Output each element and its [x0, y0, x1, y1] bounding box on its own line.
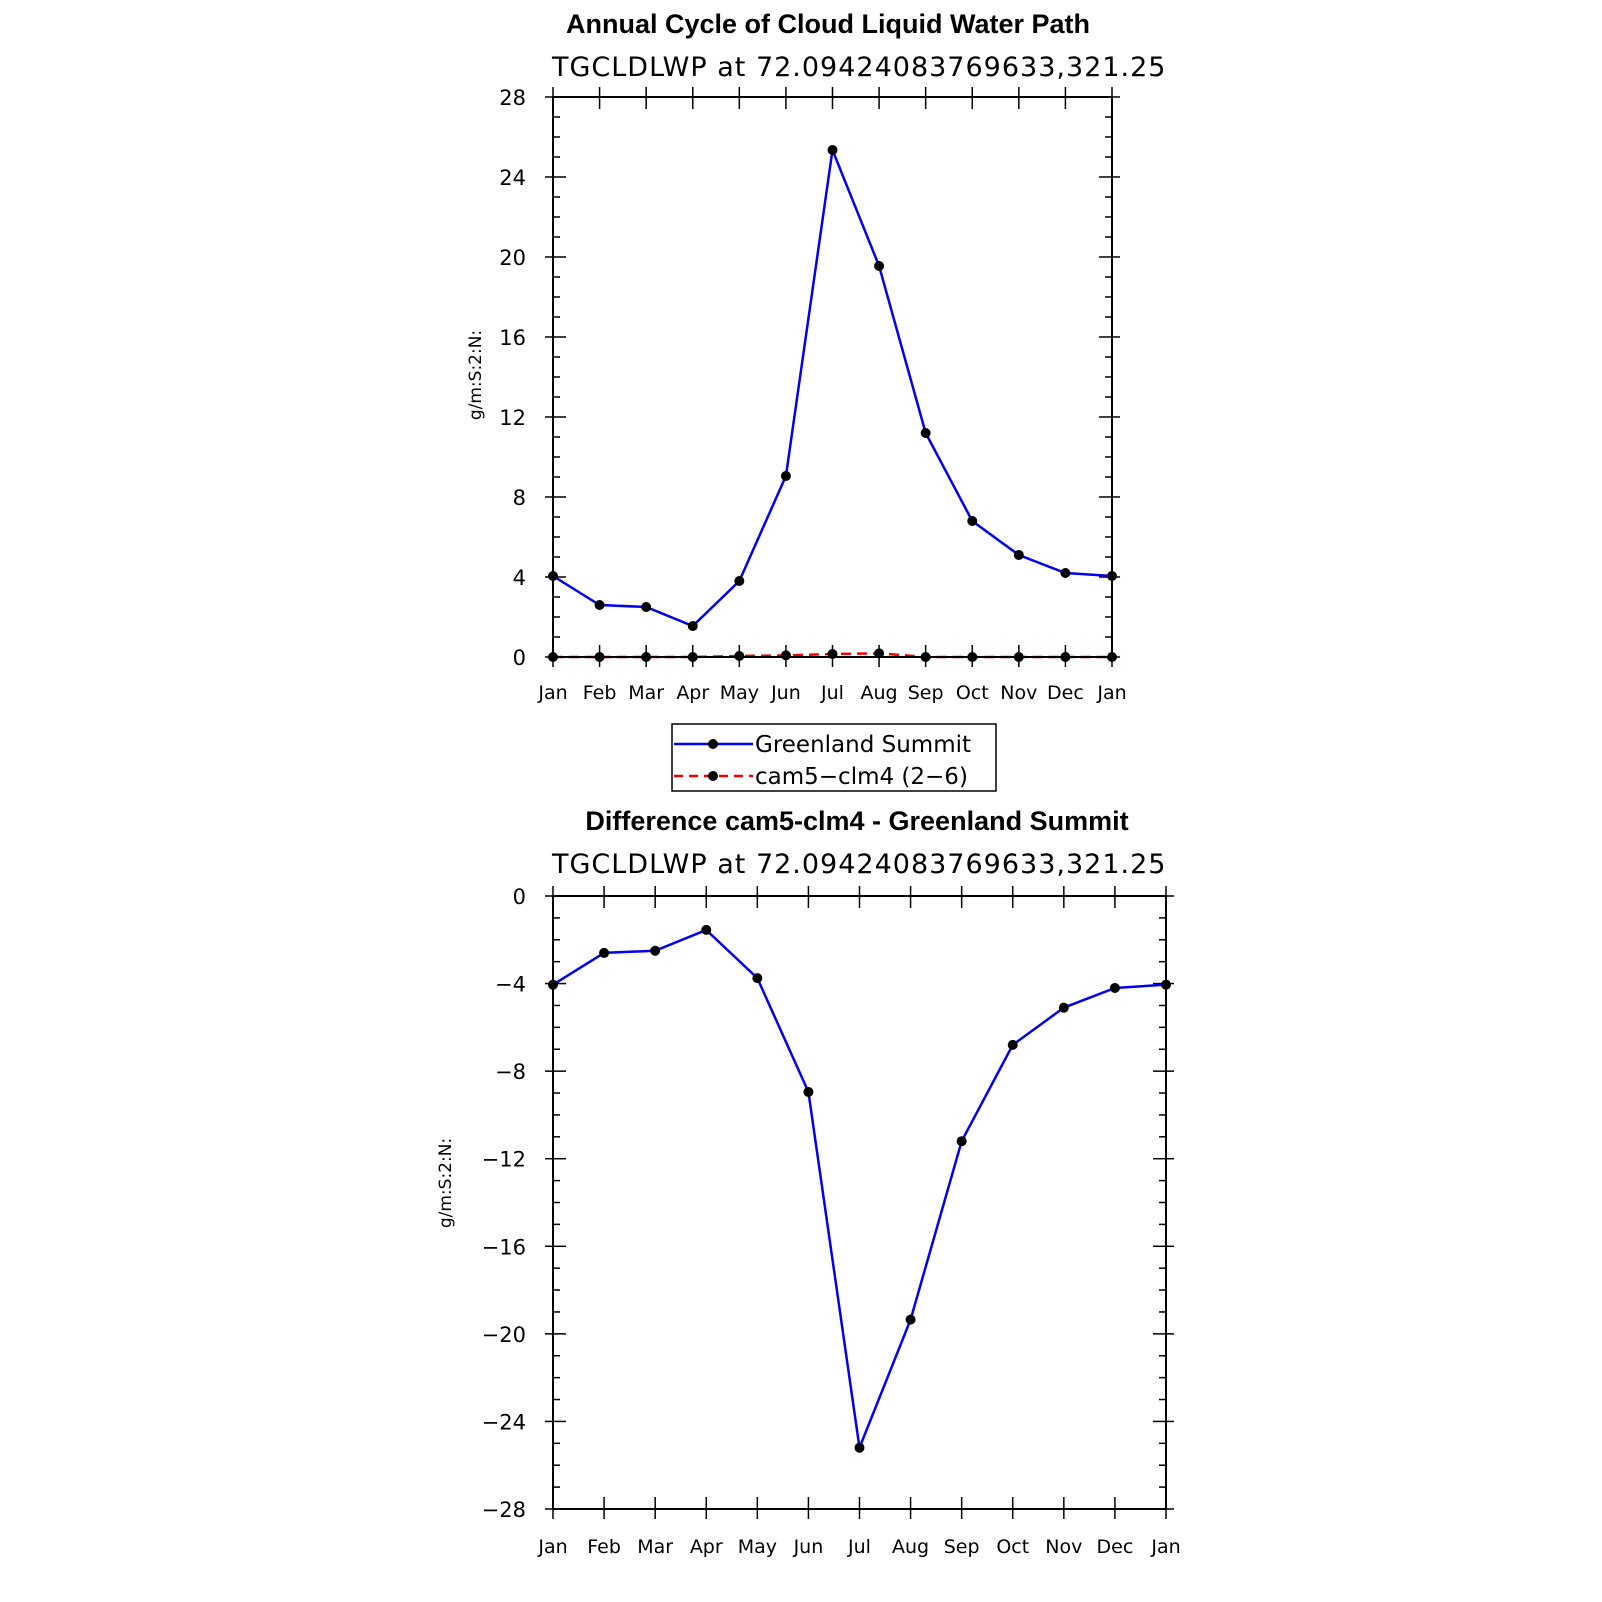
data-point: [854, 1442, 865, 1453]
x-tick-label: Jan: [537, 682, 567, 704]
data-point: [920, 428, 931, 438]
y-tick-label: −28: [482, 1498, 526, 1522]
data-point: [734, 576, 745, 586]
x-tick-label: May: [738, 1536, 777, 1558]
x-tick-label: Sep: [944, 1536, 980, 1558]
x-tick-label: Jun: [770, 682, 801, 704]
legend-marker-cam5-clm4: [708, 771, 718, 781]
y-tick-label: 12: [499, 406, 526, 430]
y-tick-label: −16: [482, 1235, 526, 1259]
x-tick-label: Jan: [1096, 682, 1126, 704]
data-point: [1007, 1039, 1018, 1050]
chart-subtitle: TGCLDLWP at 72.09424083769633,321.25: [551, 849, 1166, 880]
data-point: [650, 945, 661, 956]
y-tick-label: 0: [513, 885, 526, 909]
x-tick-label: Feb: [587, 1536, 621, 1558]
data-point: [1058, 1002, 1069, 1013]
axes-ticks: [545, 886, 1174, 1519]
data-point: [1060, 568, 1071, 578]
x-tick-label: Nov: [1000, 682, 1037, 704]
x-tick-label: Dec: [1047, 682, 1084, 704]
tick-labels: 0 4 8 12 16 20 24 28 Jan Feb Mar Apr May Jun Jul Aug Sep…: [499, 86, 1126, 704]
data-point: [803, 1086, 814, 1097]
y-tick-label: −20: [482, 1323, 526, 1347]
data-point: [1109, 982, 1120, 993]
data-point: [1013, 550, 1024, 560]
y-tick-label: −12: [482, 1148, 526, 1172]
y-tick-label: −24: [482, 1410, 526, 1434]
x-tick-label: Feb: [583, 682, 617, 704]
series-line-0: [552, 145, 1113, 628]
data-point: [780, 471, 791, 481]
legend-entry-greenland-summit: Greenland Summit: [755, 732, 971, 758]
data-point: [599, 947, 610, 958]
y-tick-label: 8: [513, 486, 526, 510]
x-tick-label: Apr: [676, 682, 709, 704]
x-tick-label: Jun: [793, 1536, 824, 1558]
chart-title: Annual Cycle of Cloud Liquid Water Path: [566, 9, 1090, 39]
data-point: [956, 1136, 967, 1147]
legend: Greenland Summit cam5−clm4 (2−6): [671, 723, 997, 792]
data-point: [780, 650, 791, 661]
chart-subtitle: TGCLDLWP at 72.09424083769633,321.25: [551, 52, 1166, 83]
plot-frame: [552, 96, 1113, 658]
x-tick-label: Apr: [690, 1536, 723, 1558]
x-tick-label: Jul: [820, 682, 844, 704]
x-tick-label: Aug: [892, 1536, 929, 1558]
y-tick-label: 24: [499, 166, 526, 190]
data-point: [874, 261, 885, 271]
legend-entry-cam5-clm4: cam5−clm4 (2−6): [755, 764, 968, 790]
x-tick-label: Jan: [537, 1536, 567, 1558]
y-tick-label: 0: [513, 646, 526, 670]
x-tick-label: Mar: [637, 1536, 673, 1558]
y-tick-label: −8: [495, 1060, 526, 1084]
x-tick-label: Aug: [861, 682, 898, 704]
axes-ticks: [545, 87, 1120, 667]
y-axis-label: g/m:S:2:N:: [466, 330, 486, 420]
y-tick-label: 16: [499, 326, 526, 350]
series-layer: [548, 145, 1117, 662]
chart-title: Difference cam5-clm4 - Greenland Summit: [585, 806, 1128, 836]
series-layer: [548, 924, 1171, 1453]
x-tick-label: May: [720, 682, 759, 704]
data-point: [687, 621, 698, 631]
data-point: [905, 1314, 916, 1325]
data-point: [701, 924, 712, 935]
y-tick-label: 20: [499, 246, 526, 270]
data-point: [594, 600, 605, 610]
legend-marker-greenland-summit: [708, 739, 718, 749]
data-point: [752, 973, 763, 984]
data-point: [827, 145, 838, 155]
tick-labels: −28 −24 −20 −16 −12 −8 −4 0 Jan Feb Mar Apr May Jun Ju…: [482, 885, 1181, 1558]
x-tick-label: Mar: [628, 682, 664, 704]
x-tick-label: Nov: [1045, 1536, 1082, 1558]
plot-frame: [552, 895, 1167, 1510]
data-point: [874, 648, 885, 659]
series-line-0: [552, 928, 1167, 1453]
difference-chart: Difference cam5-clm4 - Greenland Summit …: [436, 806, 1181, 1558]
x-tick-label: Jul: [847, 1536, 871, 1558]
x-tick-label: Oct: [956, 682, 989, 704]
y-tick-label: 4: [513, 566, 526, 590]
data-point: [641, 602, 652, 612]
y-tick-label: 28: [499, 86, 526, 110]
data-point: [967, 516, 978, 526]
annual-cycle-chart: Annual Cycle of Cloud Liquid Water Path …: [466, 9, 1166, 704]
legend-box: [671, 723, 997, 792]
x-tick-label: Sep: [908, 682, 944, 704]
y-tick-label: −4: [495, 973, 526, 997]
x-tick-label: Oct: [996, 1536, 1029, 1558]
x-tick-label: Dec: [1097, 1536, 1134, 1558]
x-tick-label: Jan: [1150, 1536, 1180, 1558]
y-axis-label: g/m:S:2:N:: [436, 1138, 456, 1228]
